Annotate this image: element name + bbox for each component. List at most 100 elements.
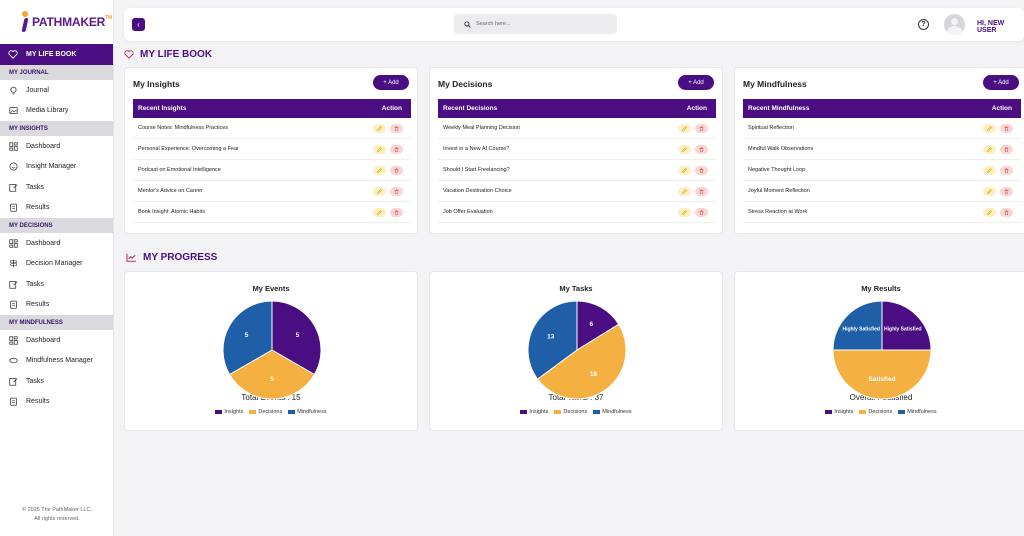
delete-button[interactable] <box>390 123 403 133</box>
sidebar-item-decision-manager[interactable]: Decision Manager <box>0 254 113 275</box>
user-greeting[interactable]: HI, NEW USER <box>977 20 1005 34</box>
delete-button[interactable] <box>695 165 708 175</box>
delete-button[interactable] <box>695 144 708 154</box>
delete-button[interactable] <box>1000 207 1013 217</box>
table-row[interactable]: Book Insight: Atomic Habits <box>133 202 411 223</box>
edit-button[interactable] <box>678 186 691 196</box>
edit-button[interactable] <box>983 144 996 154</box>
table-row[interactable]: Negative Thought Loop <box>743 160 1021 181</box>
legend-item-mindfulness[interactable]: Mindfulness <box>898 409 937 415</box>
table-row[interactable]: Spiritual Reflection <box>743 118 1021 139</box>
delete-button[interactable] <box>390 207 403 217</box>
table-row[interactable]: Course Notes: Mindfulness Practices <box>133 118 411 139</box>
life-book-title: MY LIFE BOOK <box>124 49 212 60</box>
add-button[interactable]: + Add <box>373 75 409 90</box>
delete-button[interactable] <box>1000 186 1013 196</box>
table-row[interactable]: Mindful Walk Observations <box>743 139 1021 160</box>
sidebar-item-decisions-tasks[interactable]: Tasks <box>0 274 113 295</box>
pie-chart: 5 5 5 <box>222 300 322 400</box>
pie-slice-mindfulness[interactable] <box>832 300 883 351</box>
edit-button[interactable] <box>678 144 691 154</box>
edit-icon <box>9 280 18 289</box>
sidebar-item-insights-dashboard[interactable]: Dashboard <box>0 136 113 157</box>
legend-item-decisions[interactable]: Decisions <box>859 409 892 415</box>
table-row[interactable]: Joyful Moment Reflection <box>743 181 1021 202</box>
edit-button[interactable] <box>678 165 691 175</box>
delete-button[interactable] <box>695 123 708 133</box>
pie-slice-insights[interactable] <box>881 300 932 351</box>
eye-icon <box>9 358 18 364</box>
edit-button[interactable] <box>983 186 996 196</box>
legend-item-decisions[interactable]: Decisions <box>249 409 282 415</box>
logo-figure-icon <box>20 11 30 33</box>
sidebar-item-mindfulness-manager[interactable]: Mindfulness Manager <box>0 351 113 372</box>
pencil-icon <box>987 167 992 173</box>
table-row[interactable]: Invest in a New AI Course? <box>438 139 716 160</box>
chart-card-my-events: My Events Total Events : 15 InsightsDeci… <box>124 271 418 431</box>
edit-button[interactable] <box>373 144 386 154</box>
delete-button[interactable] <box>695 186 708 196</box>
sidebar-item-insights-tasks[interactable]: Tasks <box>0 177 113 198</box>
pencil-icon <box>377 167 382 173</box>
card-title: My Mindfulness <box>743 79 807 89</box>
avatar[interactable] <box>944 14 965 35</box>
legend-item-insights[interactable]: Insights <box>825 409 853 415</box>
column-header: Recent Insights <box>138 105 187 112</box>
delete-button[interactable] <box>1000 165 1013 175</box>
sidebar-item-media-library[interactable]: Media Library <box>0 101 113 122</box>
sidebar-item-journal[interactable]: Journal <box>0 80 113 101</box>
pie-slice-decisions[interactable] <box>228 349 316 400</box>
table-row[interactable]: Personal Experience: Overcoming a Fear <box>133 139 411 160</box>
sidebar-item-my-life-book[interactable]: MY LIFE BOOK <box>0 44 113 65</box>
edit-button[interactable] <box>983 207 996 217</box>
pie-slice-insights[interactable] <box>576 300 620 351</box>
table-row[interactable]: Vacation Destination Choice <box>438 181 716 202</box>
help-icon[interactable]: ? <box>918 19 929 30</box>
add-button[interactable]: + Add <box>678 75 714 90</box>
sidebar-item-mindfulness-dashboard[interactable]: Dashboard <box>0 330 113 351</box>
delete-button[interactable] <box>390 165 403 175</box>
sidebar-item-mindfulness-results[interactable]: Results <box>0 392 113 413</box>
pie-slice-decisions[interactable] <box>832 349 932 400</box>
add-button[interactable]: + Add <box>983 75 1019 90</box>
delete-button[interactable] <box>390 186 403 196</box>
edit-button[interactable] <box>678 207 691 217</box>
legend-item-mindfulness[interactable]: Mindfulness <box>593 409 632 415</box>
pie-slice-decisions[interactable] <box>536 323 627 400</box>
section-my-insights: MY INSIGHTS <box>0 121 113 136</box>
edit-button[interactable] <box>373 207 386 217</box>
search-input[interactable] <box>476 21 606 27</box>
legend-item-insights[interactable]: Insights <box>215 409 243 415</box>
edit-button[interactable] <box>983 165 996 175</box>
sidebar-item-decisions-results[interactable]: Results <box>0 295 113 316</box>
table-row[interactable]: Mentor's Advice on Career <box>133 181 411 202</box>
edit-button[interactable] <box>373 165 386 175</box>
delete-button[interactable] <box>695 207 708 217</box>
edit-button[interactable] <box>373 186 386 196</box>
table-row[interactable]: Should I Start Freelancing? <box>438 160 716 181</box>
delete-button[interactable] <box>1000 123 1013 133</box>
sidebar-item-insights-results[interactable]: Results <box>0 198 113 219</box>
pie-slice-mindfulness[interactable] <box>527 300 578 380</box>
edit-button[interactable] <box>373 123 386 133</box>
edit-button[interactable] <box>983 123 996 133</box>
sidebar-item-mindfulness-tasks[interactable]: Tasks <box>0 371 113 392</box>
pie-slice-mindfulness[interactable] <box>222 300 273 376</box>
table-row[interactable]: Stress Reaction at Work <box>743 202 1021 223</box>
sidebar-item-insight-manager[interactable]: Insight Manager <box>0 157 113 178</box>
table-row[interactable]: Podcast on Emotional Intelligence <box>133 160 411 181</box>
search-box[interactable] <box>454 14 617 34</box>
collapse-sidebar-button[interactable]: ‹ <box>132 18 145 31</box>
legend-item-insights[interactable]: Insights <box>520 409 548 415</box>
legend-item-mindfulness[interactable]: Mindfulness <box>288 409 327 415</box>
progress-title: MY PROGRESS <box>126 252 217 263</box>
delete-button[interactable] <box>1000 144 1013 154</box>
table-row[interactable]: Job Offer Evaluation <box>438 202 716 223</box>
logo[interactable]: PATHMAKERTM <box>0 0 113 44</box>
sidebar-item-decisions-dashboard[interactable]: Dashboard <box>0 233 113 254</box>
delete-button[interactable] <box>390 144 403 154</box>
pie-slice-insights[interactable] <box>271 300 322 376</box>
edit-button[interactable] <box>678 123 691 133</box>
table-row[interactable]: Weekly Meal Planning Decision <box>438 118 716 139</box>
legend-item-decisions[interactable]: Decisions <box>554 409 587 415</box>
